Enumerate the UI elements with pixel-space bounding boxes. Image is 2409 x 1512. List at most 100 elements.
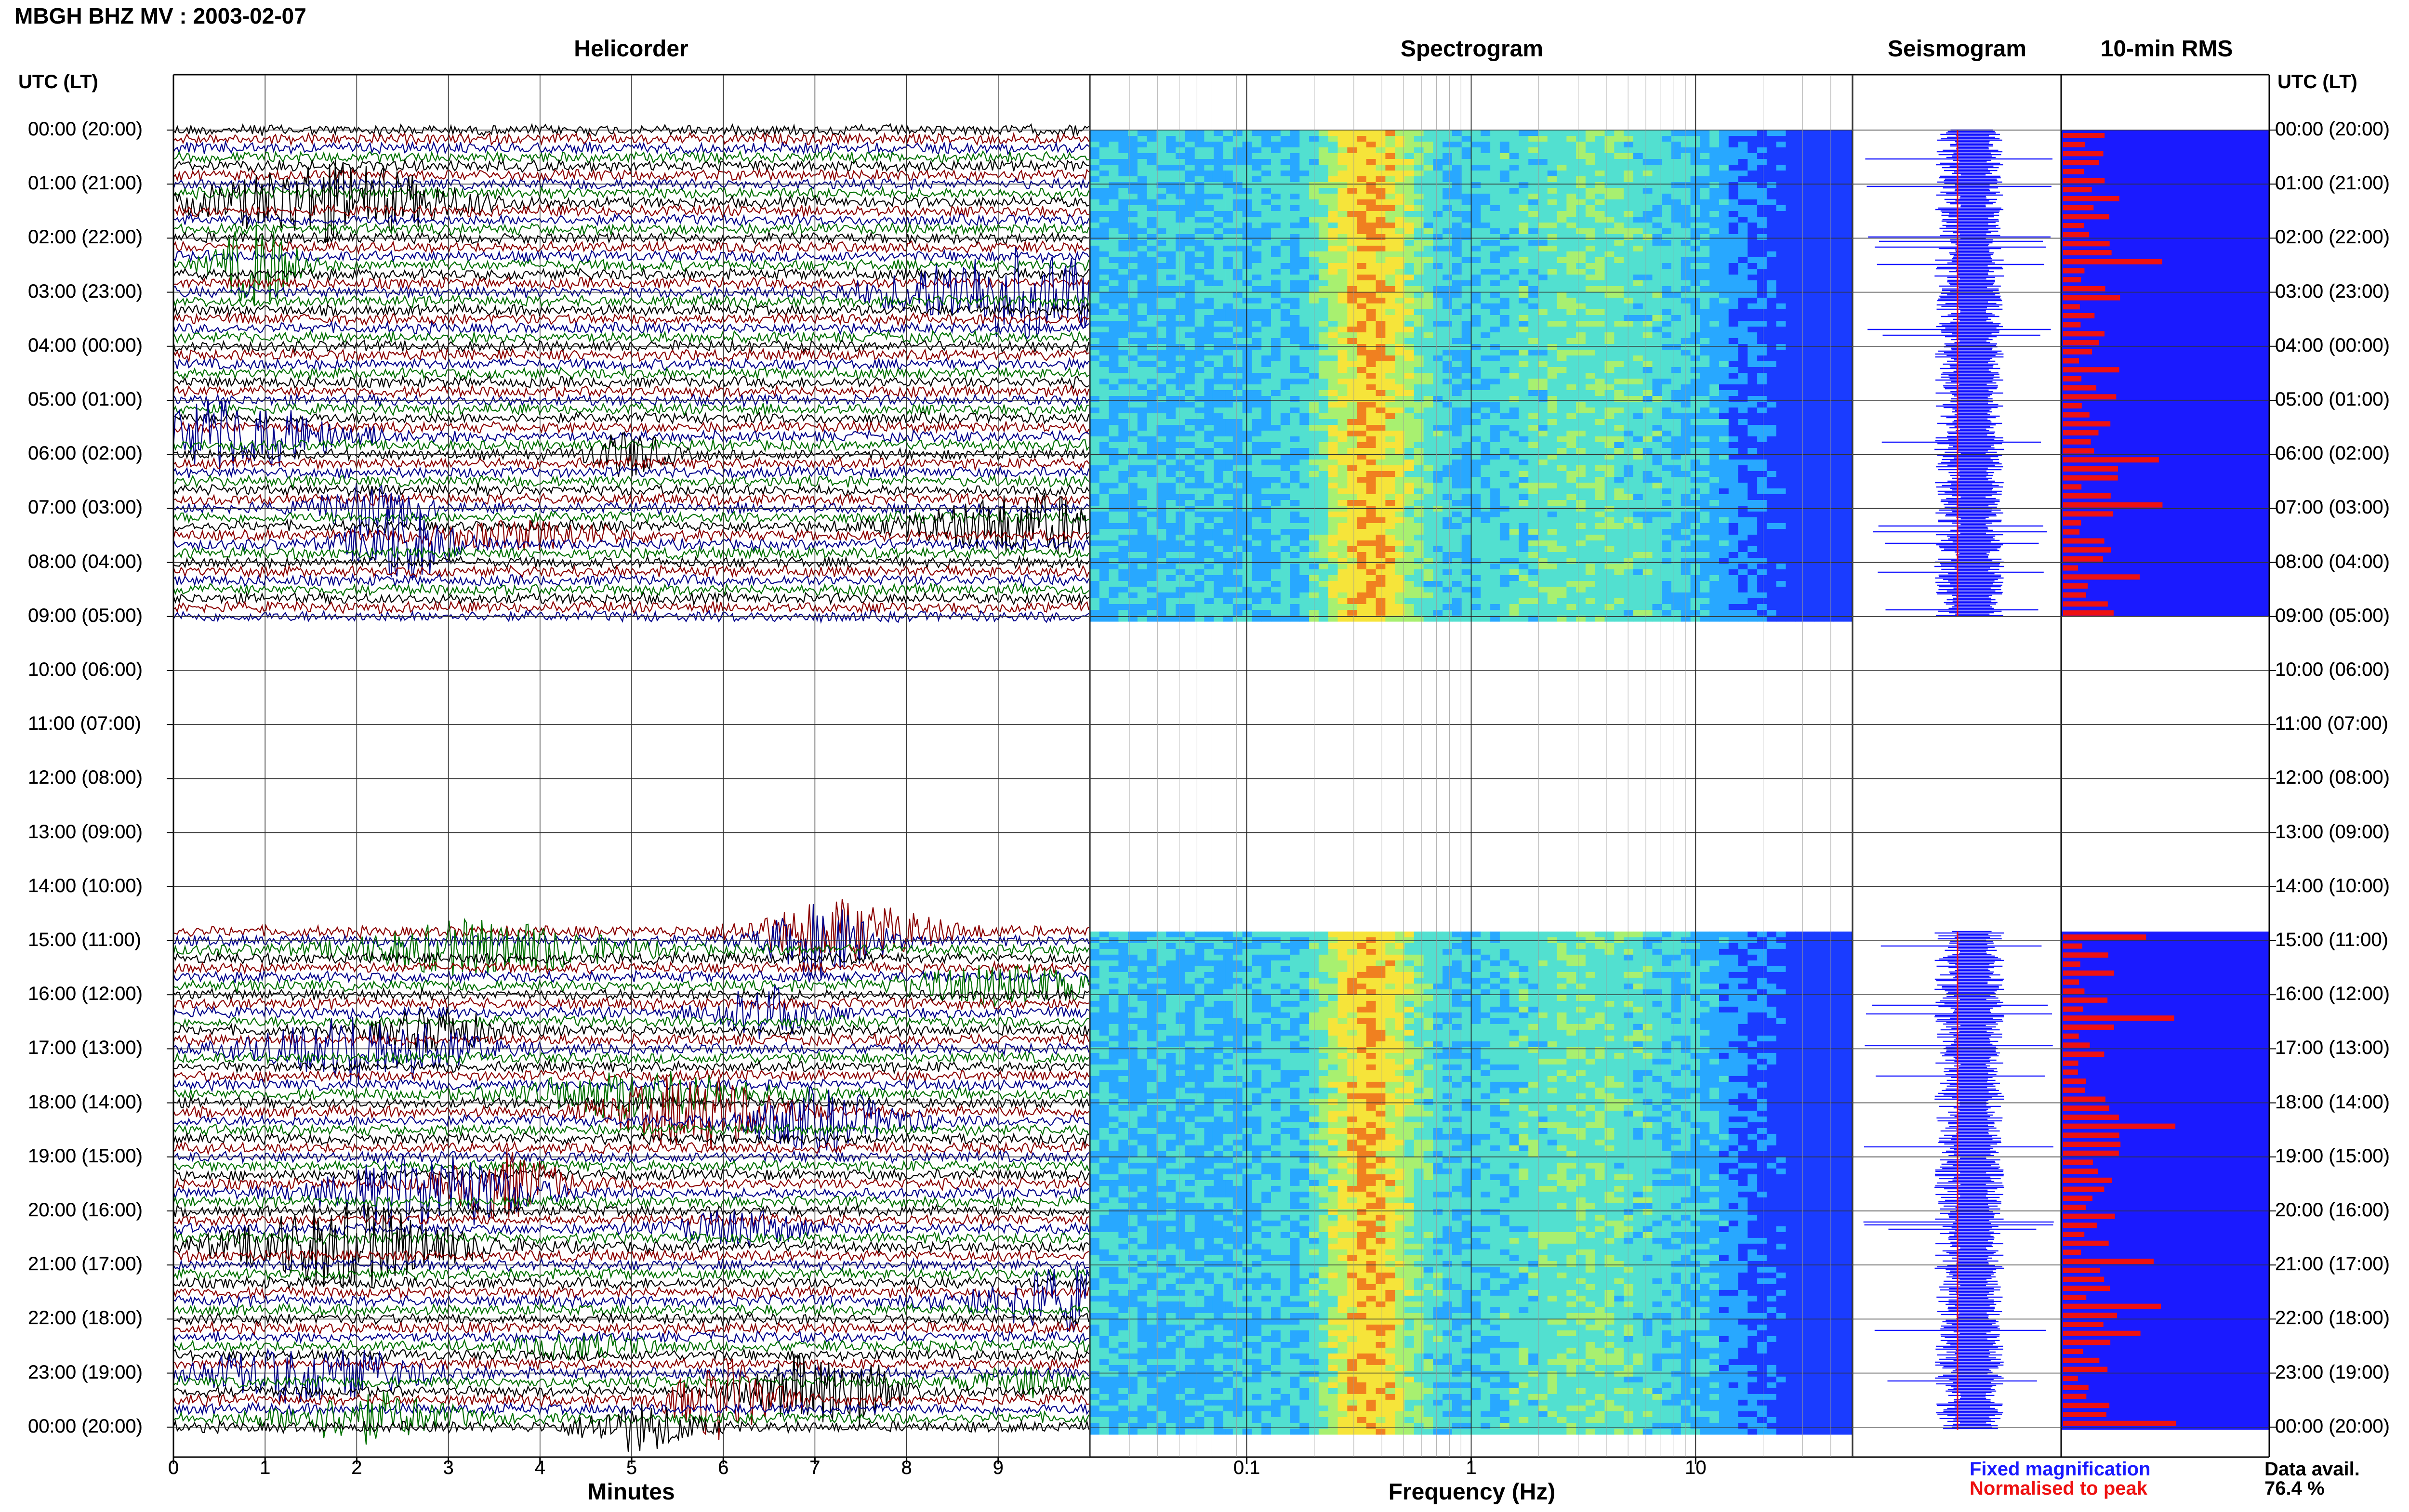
spectrogram-cell	[1309, 367, 1319, 373]
spectrogram-cell	[1709, 384, 1720, 391]
spectrogram-cell	[1490, 171, 1500, 177]
spectrogram-cell	[1309, 448, 1319, 454]
spectrogram-cell	[1662, 234, 1672, 240]
spectrogram-cell	[1566, 205, 1576, 211]
spectrogram-cell	[1404, 338, 1415, 344]
spectrogram-cell	[1786, 298, 1796, 304]
spectrogram-cell	[1833, 269, 1843, 275]
spectrogram-cell	[1156, 275, 1166, 281]
spectrogram-cell	[1528, 194, 1538, 200]
spectrogram-cell	[1109, 136, 1119, 142]
spectrogram-cell	[1471, 228, 1481, 235]
spectrogram-cell	[1194, 373, 1205, 379]
spectrogram-cell	[1347, 165, 1357, 171]
spectrogram-cell	[1242, 344, 1252, 350]
spectrogram-cell	[1137, 361, 1148, 368]
spectrogram-cell	[1614, 384, 1624, 391]
spectrogram-cell	[1719, 269, 1729, 275]
spectrogram-cell	[1309, 176, 1319, 183]
spectrogram-cell	[1595, 332, 1605, 339]
spectrogram-cell	[1357, 396, 1367, 402]
spectrogram-cell	[1519, 315, 1529, 321]
spectrogram-cell	[1299, 263, 1310, 269]
spectrogram-cell	[1328, 367, 1338, 373]
spectrogram-cell	[1147, 350, 1157, 356]
spectrogram-cell	[1099, 460, 1110, 466]
spectrogram-cell	[1337, 384, 1348, 391]
spectrogram-cell	[1557, 321, 1567, 327]
spectrogram-cell	[1443, 286, 1453, 292]
spectrogram-cell	[1404, 292, 1415, 298]
spectrogram-cell	[1328, 384, 1338, 391]
spectrogram-cell	[1757, 280, 1767, 287]
spectrogram-cell	[1337, 211, 1348, 217]
spectrogram-cell	[1728, 223, 1739, 229]
spectrogram-cell	[1766, 332, 1777, 339]
spectrogram-cell	[1309, 234, 1319, 240]
spectrogram-cell	[1738, 396, 1748, 402]
spectrogram-cell	[1481, 298, 1491, 304]
spectrogram-cell	[1461, 367, 1472, 373]
spectrogram-cell	[1509, 182, 1520, 188]
spectrogram-cell	[1681, 188, 1691, 194]
spectrogram-cell	[1786, 211, 1796, 217]
spectrogram-cell	[1137, 425, 1148, 431]
spectrogram-cell	[1642, 223, 1653, 229]
spectrogram-cell	[1232, 153, 1243, 159]
spectrogram-cell	[1614, 361, 1624, 368]
spectrogram-cell	[1242, 413, 1252, 420]
spectrogram-cell	[1757, 165, 1767, 171]
spectrogram-cell	[1337, 280, 1348, 287]
helicorder-trace	[172, 294, 1090, 309]
spectrogram-cell	[1747, 309, 1758, 316]
spectrogram-cell	[1538, 205, 1548, 211]
spectrogram-cell	[1452, 182, 1462, 188]
spectrogram-cell	[1709, 130, 1720, 136]
spectrogram-cell	[1843, 269, 1853, 275]
spectrogram-cell	[1404, 223, 1415, 229]
spectrogram-cell	[1566, 413, 1576, 420]
spectrogram-cell	[1299, 153, 1310, 159]
spectrogram-cell	[1395, 384, 1405, 391]
spectrogram-cell	[1642, 367, 1653, 373]
spectrogram-cell	[1776, 303, 1787, 310]
spectrogram-cell	[1242, 355, 1252, 362]
spectrogram-cell	[1194, 419, 1205, 425]
spectrogram-cell	[1671, 431, 1681, 437]
spectrogram-cell	[1214, 182, 1224, 188]
spectrogram-cell	[1309, 413, 1319, 420]
spectrogram-cell	[1318, 153, 1329, 159]
spectrogram-cell	[1176, 327, 1186, 333]
spectrogram-cell	[1461, 338, 1472, 344]
spectrogram-cell	[1099, 234, 1110, 240]
spectrogram-cell	[1261, 165, 1271, 171]
spectrogram-cell	[1786, 373, 1796, 379]
spectrogram-cell	[1833, 194, 1843, 200]
spectrogram-cell	[1528, 234, 1538, 240]
spectrogram-cell	[1471, 442, 1481, 448]
spectrogram-cell	[1747, 465, 1758, 472]
spectrogram-cell	[1176, 361, 1186, 368]
spectrogram-cell	[1604, 182, 1615, 188]
spectrogram-cell	[1747, 292, 1758, 298]
spectrogram-cell	[1671, 217, 1681, 223]
spectrogram-cell	[1738, 228, 1748, 235]
spectrogram-cell	[1214, 130, 1224, 136]
spectrogram-cell	[1347, 344, 1357, 350]
spectrogram-cell	[1747, 431, 1758, 437]
spectrogram-cell	[1585, 217, 1596, 223]
spectrogram-cell	[1261, 147, 1271, 154]
spectrogram-cell	[1814, 136, 1825, 142]
spectrogram-cell	[1776, 460, 1787, 466]
spectrogram-cell	[1433, 367, 1443, 373]
spectrogram-cell	[1757, 194, 1767, 200]
spectrogram-cell	[1681, 344, 1691, 350]
spectrogram-cell	[1443, 228, 1453, 235]
spectrogram-cell	[1404, 309, 1415, 316]
spectrogram-cell	[1414, 171, 1424, 177]
spectrogram-cell	[1843, 240, 1853, 246]
spectrogram-cell	[1595, 153, 1605, 159]
spectrogram-cell	[1547, 251, 1558, 258]
spectrogram-cell	[1214, 188, 1224, 194]
helicorder-trace	[172, 374, 1089, 390]
